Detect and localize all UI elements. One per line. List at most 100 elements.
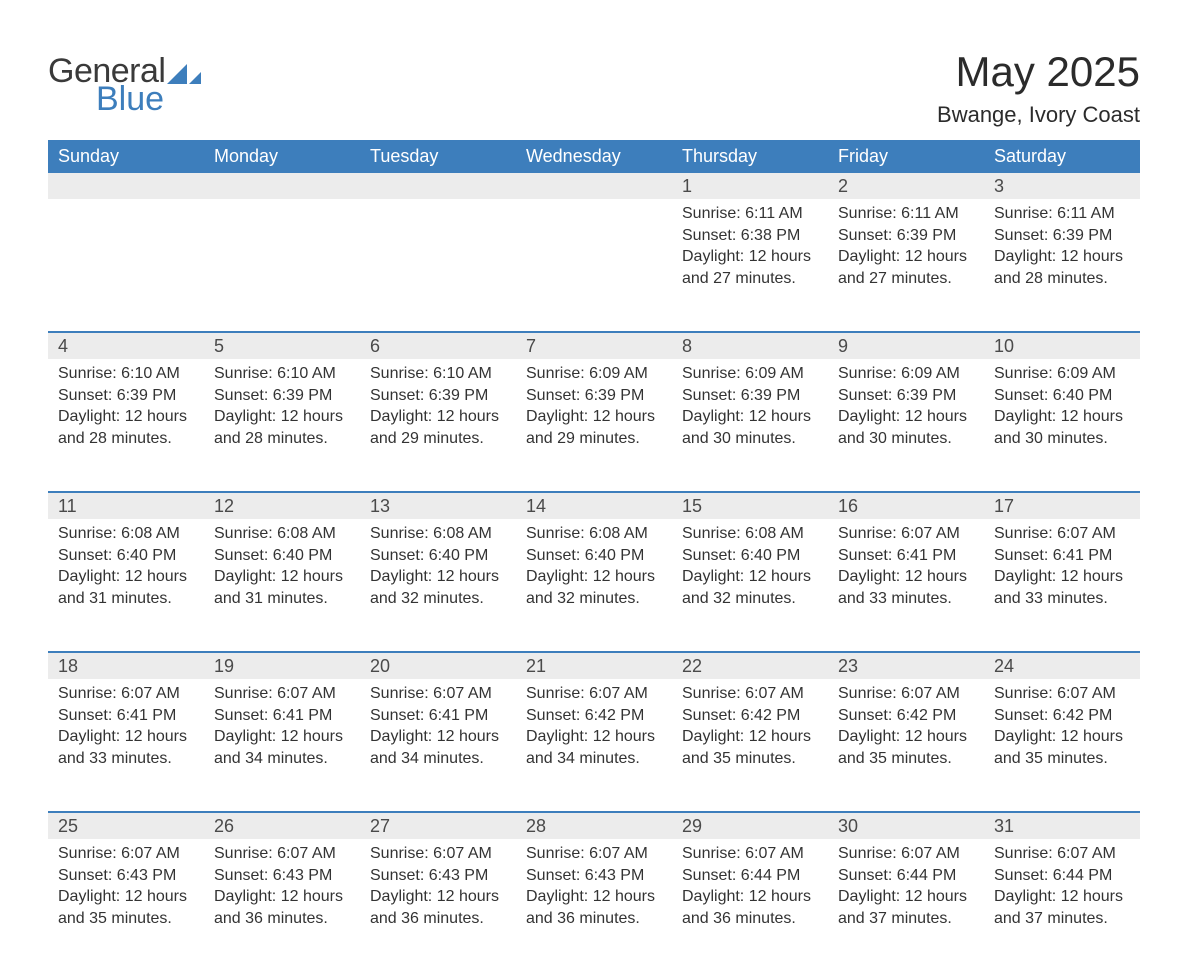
day-cell: Sunrise: 6:08 AMSunset: 6:40 PMDaylight:… <box>48 519 204 617</box>
sunrise-line: Sunrise: 6:09 AM <box>994 363 1130 385</box>
calendar-header-row: SundayMondayTuesdayWednesdayThursdayFrid… <box>48 140 1140 173</box>
title-block: May 2025 Bwange, Ivory Coast <box>937 48 1140 128</box>
sunset-line: Sunset: 6:39 PM <box>838 385 974 407</box>
daylight-line: Daylight: 12 hours and 28 minutes. <box>58 406 194 449</box>
sunrise-line: Sunrise: 6:10 AM <box>370 363 506 385</box>
day-number: 23 <box>828 651 984 679</box>
daylight-line: Daylight: 12 hours and 32 minutes. <box>526 566 662 609</box>
day-cell: Sunrise: 6:10 AMSunset: 6:39 PMDaylight:… <box>360 359 516 457</box>
day-number: 22 <box>672 651 828 679</box>
day-number: 21 <box>516 651 672 679</box>
sunrise-line: Sunrise: 6:07 AM <box>58 683 194 705</box>
day-cell: Sunrise: 6:08 AMSunset: 6:40 PMDaylight:… <box>516 519 672 617</box>
weekday-header: Thursday <box>672 140 828 173</box>
day-number: 1 <box>672 173 828 199</box>
sunset-line: Sunset: 6:43 PM <box>214 865 350 887</box>
sunrise-line: Sunrise: 6:07 AM <box>526 843 662 865</box>
day-number: 19 <box>204 651 360 679</box>
daylight-line: Daylight: 12 hours and 37 minutes. <box>838 886 974 929</box>
daylight-line: Daylight: 12 hours and 30 minutes. <box>682 406 818 449</box>
day-number: 9 <box>828 331 984 359</box>
day-cell <box>204 199 360 211</box>
calendar-table: SundayMondayTuesdayWednesdayThursdayFrid… <box>48 140 1140 971</box>
sunrise-line: Sunrise: 6:07 AM <box>994 843 1130 865</box>
daylight-line: Daylight: 12 hours and 34 minutes. <box>214 726 350 769</box>
day-number: 3 <box>984 173 1140 199</box>
day-cell: Sunrise: 6:09 AMSunset: 6:39 PMDaylight:… <box>516 359 672 457</box>
sunset-line: Sunset: 6:41 PM <box>370 705 506 727</box>
daylight-line: Daylight: 12 hours and 36 minutes. <box>370 886 506 929</box>
sunset-line: Sunset: 6:39 PM <box>682 385 818 407</box>
day-number <box>48 173 204 199</box>
sunrise-line: Sunrise: 6:10 AM <box>58 363 194 385</box>
sunrise-line: Sunrise: 6:11 AM <box>994 203 1130 225</box>
sunrise-line: Sunrise: 6:07 AM <box>214 843 350 865</box>
sunset-line: Sunset: 6:41 PM <box>994 545 1130 567</box>
day-cell: Sunrise: 6:07 AMSunset: 6:44 PMDaylight:… <box>828 839 984 937</box>
daylight-line: Daylight: 12 hours and 33 minutes. <box>838 566 974 609</box>
day-cell: Sunrise: 6:09 AMSunset: 6:39 PMDaylight:… <box>672 359 828 457</box>
sunrise-line: Sunrise: 6:09 AM <box>682 363 818 385</box>
page-header: General Blue May 2025 Bwange, Ivory Coas… <box>48 48 1140 128</box>
brand-logo: General Blue <box>48 54 201 116</box>
day-number: 4 <box>48 331 204 359</box>
weekday-header: Friday <box>828 140 984 173</box>
sunset-line: Sunset: 6:40 PM <box>58 545 194 567</box>
location-subtitle: Bwange, Ivory Coast <box>937 102 1140 128</box>
day-number: 11 <box>48 491 204 519</box>
sunrise-line: Sunrise: 6:07 AM <box>526 683 662 705</box>
sunset-line: Sunset: 6:41 PM <box>214 705 350 727</box>
calendar-body: 123Sunrise: 6:11 AMSunset: 6:38 PMDaylig… <box>48 173 1140 971</box>
day-number: 27 <box>360 811 516 839</box>
sunset-line: Sunset: 6:41 PM <box>58 705 194 727</box>
day-number: 10 <box>984 331 1140 359</box>
day-number: 20 <box>360 651 516 679</box>
day-cell: Sunrise: 6:09 AMSunset: 6:39 PMDaylight:… <box>828 359 984 457</box>
day-cell: Sunrise: 6:07 AMSunset: 6:42 PMDaylight:… <box>984 679 1140 777</box>
daylight-line: Daylight: 12 hours and 35 minutes. <box>58 886 194 929</box>
day-cell <box>516 199 672 211</box>
day-cell: Sunrise: 6:07 AMSunset: 6:44 PMDaylight:… <box>672 839 828 937</box>
sunrise-line: Sunrise: 6:11 AM <box>838 203 974 225</box>
day-cell: Sunrise: 6:07 AMSunset: 6:42 PMDaylight:… <box>672 679 828 777</box>
sunset-line: Sunset: 6:40 PM <box>682 545 818 567</box>
daylight-line: Daylight: 12 hours and 28 minutes. <box>994 246 1130 289</box>
sunrise-line: Sunrise: 6:08 AM <box>682 523 818 545</box>
weekday-header: Sunday <box>48 140 204 173</box>
day-number: 16 <box>828 491 984 519</box>
daylight-line: Daylight: 12 hours and 30 minutes. <box>838 406 974 449</box>
day-number: 28 <box>516 811 672 839</box>
sunset-line: Sunset: 6:43 PM <box>370 865 506 887</box>
sunset-line: Sunset: 6:39 PM <box>370 385 506 407</box>
day-cell: Sunrise: 6:07 AMSunset: 6:41 PMDaylight:… <box>48 679 204 777</box>
sunset-line: Sunset: 6:44 PM <box>682 865 818 887</box>
sunset-line: Sunset: 6:42 PM <box>526 705 662 727</box>
daylight-line: Daylight: 12 hours and 27 minutes. <box>838 246 974 289</box>
day-cell: Sunrise: 6:10 AMSunset: 6:39 PMDaylight:… <box>48 359 204 457</box>
sunset-line: Sunset: 6:39 PM <box>214 385 350 407</box>
sunrise-line: Sunrise: 6:08 AM <box>58 523 194 545</box>
sunset-line: Sunset: 6:42 PM <box>994 705 1130 727</box>
day-number: 8 <box>672 331 828 359</box>
day-number: 26 <box>204 811 360 839</box>
daylight-line: Daylight: 12 hours and 30 minutes. <box>994 406 1130 449</box>
day-number: 31 <box>984 811 1140 839</box>
sunset-line: Sunset: 6:39 PM <box>994 225 1130 247</box>
sunrise-line: Sunrise: 6:09 AM <box>526 363 662 385</box>
sunset-line: Sunset: 6:43 PM <box>58 865 194 887</box>
sunrise-line: Sunrise: 6:10 AM <box>214 363 350 385</box>
sunrise-line: Sunrise: 6:11 AM <box>682 203 818 225</box>
sunset-line: Sunset: 6:43 PM <box>526 865 662 887</box>
daylight-line: Daylight: 12 hours and 34 minutes. <box>370 726 506 769</box>
day-cell: Sunrise: 6:08 AMSunset: 6:40 PMDaylight:… <box>672 519 828 617</box>
sunrise-line: Sunrise: 6:08 AM <box>214 523 350 545</box>
day-cell: Sunrise: 6:07 AMSunset: 6:41 PMDaylight:… <box>828 519 984 617</box>
sunrise-line: Sunrise: 6:07 AM <box>838 523 974 545</box>
day-cell: Sunrise: 6:10 AMSunset: 6:39 PMDaylight:… <box>204 359 360 457</box>
weekday-header: Wednesday <box>516 140 672 173</box>
brand-sail-icon <box>167 58 201 93</box>
sunset-line: Sunset: 6:42 PM <box>838 705 974 727</box>
day-number: 17 <box>984 491 1140 519</box>
sunset-line: Sunset: 6:44 PM <box>838 865 974 887</box>
sunset-line: Sunset: 6:39 PM <box>838 225 974 247</box>
